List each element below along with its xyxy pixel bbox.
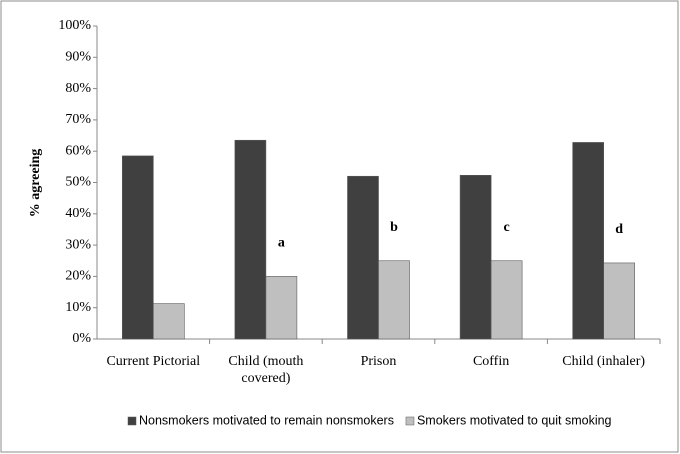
y-tick-label: 10% [65,300,91,315]
y-tick-label: 100% [58,18,91,33]
x-tick-label: Current Pictorial [106,354,201,369]
bar [122,155,154,340]
x-tick-label: Prison [360,354,397,369]
bar [234,139,267,340]
y-tick-label: 30% [65,237,91,252]
y-axis-label: % agreeing [28,149,43,218]
x-tick-label: Child (mouth covered) [228,354,304,386]
bar [378,260,410,340]
x-tick-label: Coffin [472,354,510,369]
x-tick-label: Child (inhaler) [562,354,646,369]
bar [572,142,605,340]
annotation: b [390,220,398,235]
legend-label: Nonsmokers motivated to remain nonsmoker… [139,413,394,427]
legend-swatch [405,416,415,426]
bar [265,276,298,340]
y-tick-label: 60% [65,143,91,158]
y-tick-label: 80% [65,81,91,96]
y-tick-label: 50% [65,175,91,190]
bar [459,175,492,340]
y-tick-label: 0% [72,331,91,346]
y-tick-label: 90% [65,50,91,65]
bar [490,260,523,340]
bar [603,262,636,340]
y-tick-label: 20% [65,269,91,284]
y-tick-label: 70% [65,112,91,127]
bar [153,303,185,340]
annotation: c [503,220,509,235]
legend-label: Smokers motivated to quit smoking [417,413,612,427]
annotation: a [278,236,285,251]
y-tick-label: 40% [65,206,91,221]
annotation: d [615,222,623,237]
legend-swatch [127,416,137,426]
bar [347,175,379,340]
